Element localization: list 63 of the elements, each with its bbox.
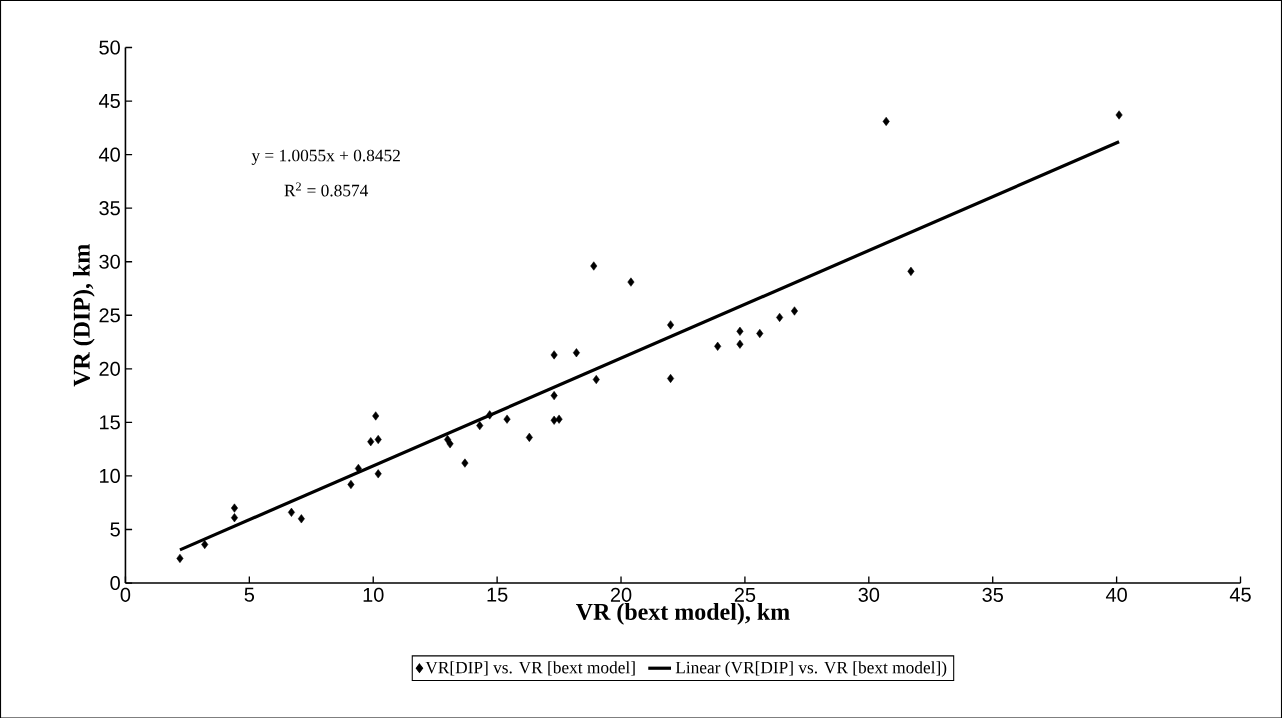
- point: [287, 507, 295, 517]
- point: [550, 350, 558, 360]
- y-tick-label: 0: [110, 575, 120, 590]
- point: [572, 348, 580, 358]
- point: [592, 374, 600, 384]
- point: [374, 469, 382, 479]
- x-tick-label: 35: [982, 587, 1003, 602]
- point: [907, 266, 915, 276]
- point: [736, 339, 744, 349]
- point: [627, 277, 635, 287]
- legend-label: Linear (VR[DIP] vs. VR [bext model]): [675, 660, 947, 677]
- point: [476, 420, 484, 430]
- x-tick-label: 45: [1229, 587, 1251, 602]
- annotation: R$^{2}$ = 0.8574: [284, 182, 369, 197]
- x-axis-title: VR (bext model), km: [576, 602, 790, 625]
- annotation: y = 1.0055x + 0.8452: [251, 149, 400, 165]
- y-tick-label: 50: [99, 40, 120, 55]
- x-tick-label: 20: [610, 587, 632, 602]
- point: [525, 432, 533, 442]
- point: [503, 414, 511, 424]
- x-tick-label: 25: [734, 587, 756, 602]
- point: [176, 553, 184, 563]
- y-tick-label: 45: [98, 93, 120, 108]
- point: [667, 320, 675, 330]
- y-tick-label: 40: [98, 147, 120, 162]
- point: [550, 390, 558, 400]
- point: [882, 116, 890, 126]
- point: [374, 434, 382, 444]
- y-tick-label: 10: [100, 468, 120, 483]
- point: [461, 458, 469, 468]
- point: [550, 415, 558, 425]
- x-tick-label: 40: [1105, 587, 1127, 602]
- y-tick-label: 30: [99, 254, 120, 269]
- y-tick-label: 15: [100, 415, 120, 430]
- point: [231, 503, 238, 513]
- point: [736, 326, 744, 336]
- point: [590, 261, 598, 271]
- y-tick-label: 20: [99, 361, 120, 376]
- point: [297, 514, 305, 524]
- x-tick-label: 15: [487, 587, 508, 602]
- y-tick-label: 5: [110, 522, 120, 537]
- point: [667, 373, 675, 383]
- x-tick-label: 5: [244, 587, 255, 602]
- point: [776, 312, 784, 322]
- x-tick-label: 30: [858, 587, 880, 602]
- y-tick-label: 35: [99, 200, 120, 215]
- y-axis-title: VR (DIP), km: [72, 243, 95, 387]
- point: [486, 410, 494, 420]
- point: [372, 411, 380, 421]
- point: [1115, 110, 1123, 120]
- point: [347, 479, 355, 489]
- point: [354, 463, 362, 473]
- point: [791, 306, 798, 316]
- legend-label: VR[DIP] vs. VR [bext model]: [425, 660, 635, 676]
- x-tick-label: 10: [363, 587, 384, 602]
- point: [201, 539, 209, 549]
- y-tick-label: 25: [99, 307, 120, 323]
- point: [555, 414, 563, 424]
- point: [756, 328, 764, 338]
- point: [367, 436, 375, 446]
- point: [714, 341, 722, 351]
- point: [446, 439, 454, 449]
- x-tick-label: 0: [120, 587, 131, 602]
